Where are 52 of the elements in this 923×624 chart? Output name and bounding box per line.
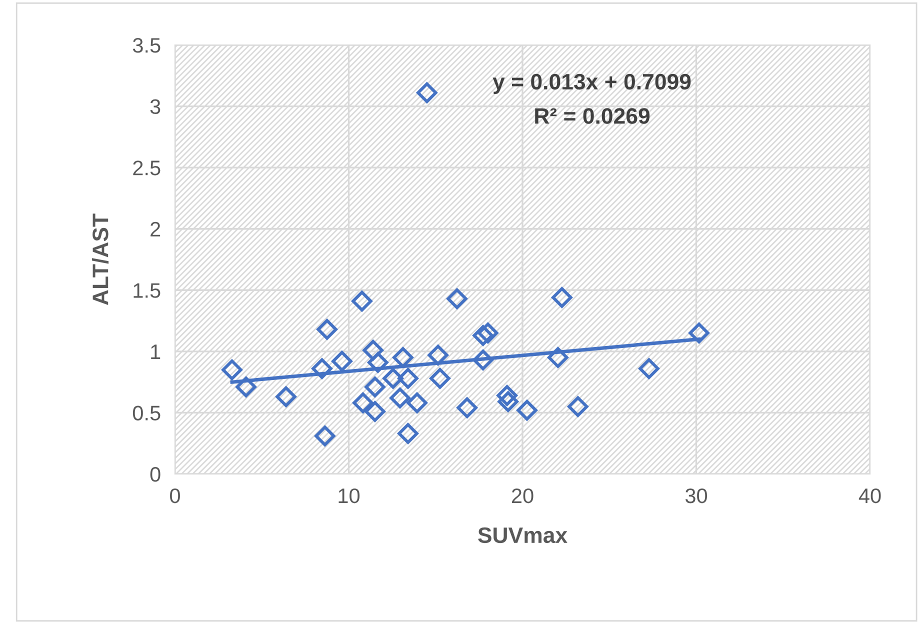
point (548, 347, 568, 368)
point (472, 325, 494, 346)
point (362, 340, 384, 361)
point (398, 423, 418, 444)
point (352, 392, 374, 414)
y-axis-title: ALT/AST (92, 214, 109, 306)
point (552, 287, 572, 308)
annotation: y = 0.013x + 0.7099 (492, 74, 691, 94)
point (382, 368, 404, 389)
point (368, 352, 388, 373)
point (392, 347, 414, 368)
point (446, 288, 468, 310)
point (478, 322, 498, 344)
point (314, 426, 336, 446)
point (222, 359, 242, 380)
x-tick-label: 40 (858, 488, 881, 504)
point (236, 376, 256, 398)
point (568, 396, 588, 417)
point (276, 386, 296, 408)
point (638, 358, 660, 379)
y-tick-label: 0 (150, 467, 160, 482)
point (390, 388, 410, 408)
y-tick-label: 3 (150, 99, 160, 114)
x-tick-label: 10 (338, 488, 360, 504)
point (472, 350, 494, 370)
point (312, 358, 332, 379)
x-tick-label: 30 (685, 488, 708, 504)
point (430, 368, 450, 389)
point (316, 318, 338, 340)
point (352, 290, 372, 312)
point (416, 82, 438, 104)
y-tick-label: 3.5 (132, 38, 160, 53)
point (398, 368, 418, 389)
x-tick-label: 20 (512, 488, 534, 504)
point (456, 397, 478, 418)
y-tick-label: 1.5 (134, 283, 160, 298)
point (496, 385, 518, 406)
point (332, 350, 352, 372)
y-tick-label: 2 (150, 222, 160, 236)
x-tick-label: 0 (170, 488, 180, 504)
y-tick-label: 1 (151, 344, 160, 359)
point (498, 391, 518, 412)
y-tick-label: 2.5 (133, 160, 160, 176)
annotation: R² = 0.0269 (535, 108, 650, 124)
point (364, 401, 386, 422)
point (428, 344, 448, 366)
point (516, 400, 538, 421)
x-axis-title: SUVmax (478, 527, 568, 544)
y-tick-label: 0.5 (132, 406, 160, 420)
point (364, 376, 386, 398)
point (406, 392, 428, 414)
point (688, 322, 710, 344)
